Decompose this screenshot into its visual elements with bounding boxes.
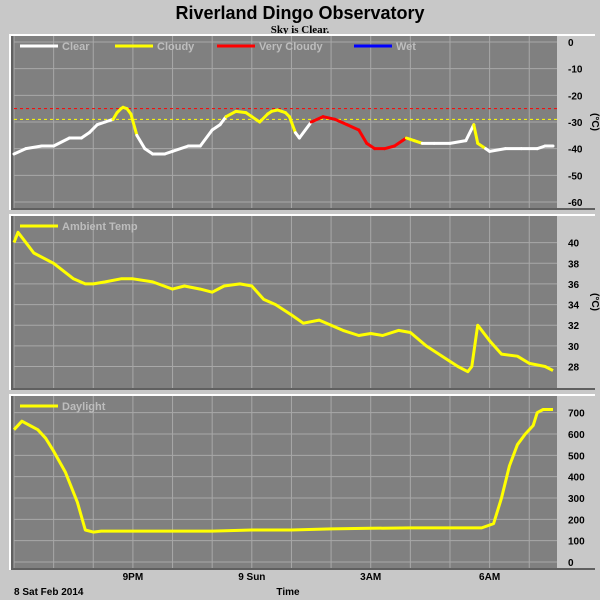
series-segment — [224, 109, 238, 119]
y-axis-label: (°C) — [589, 113, 600, 131]
legend-label: Ambient Temp — [62, 221, 138, 233]
y-tick-label: 38 — [568, 259, 580, 270]
series-segment — [198, 128, 214, 148]
y-tick-label: 34 — [568, 301, 580, 312]
series-segment — [321, 115, 337, 121]
y-tick-label: 400 — [568, 473, 585, 484]
series-line — [12, 230, 554, 374]
series-segment — [52, 136, 71, 148]
series-segment — [448, 139, 468, 145]
legend-label: Clear — [62, 41, 90, 53]
series-segment — [297, 120, 313, 140]
y-axis-area — [557, 396, 595, 568]
y-tick-label: 30 — [568, 342, 580, 353]
page-subtitle: Sky is Clear. — [271, 24, 330, 36]
y-tick-label: 40 — [568, 239, 580, 250]
date-label: 8 Sat Feb 2014 — [14, 587, 84, 598]
chart-panel-3: Daylight 700 600 500 400 300 200 100 0 — [9, 394, 595, 570]
series-segment — [143, 147, 155, 156]
y-tick-label: 0 — [568, 558, 574, 569]
series-segment — [250, 115, 262, 124]
y-tick-label: -50 — [568, 171, 583, 182]
series-segment — [345, 123, 361, 132]
y-tick-label: 200 — [568, 515, 585, 526]
series-segment — [309, 115, 325, 124]
series-segment — [464, 123, 476, 143]
series-segment — [365, 141, 377, 151]
chart-panel-2: Ambient Temp 40 38 36 34 32 30 28 (°C) — [9, 214, 600, 390]
x-tick-label: 9PM — [123, 572, 144, 583]
y-tick-label: 32 — [568, 321, 580, 332]
series-segment — [12, 147, 28, 156]
series-segment — [333, 117, 349, 127]
y-tick-label: -10 — [568, 65, 583, 76]
series-segment — [357, 128, 369, 145]
series-segment — [383, 144, 396, 151]
chart-panels: Clear Cloudy Very Cloudy Wet 0 -10 -20 -30 -40 -5… — [9, 34, 600, 570]
y-tick-label: -30 — [568, 118, 583, 129]
x-axis-title: Time — [276, 587, 300, 598]
y-tick-label: -20 — [568, 91, 583, 102]
series-segment — [210, 123, 222, 132]
series-segment — [135, 133, 147, 151]
x-axis: 9PM 9 Sun 3AM 6AM — [123, 572, 501, 583]
series-segment — [129, 112, 139, 137]
y-tick-label: 28 — [568, 363, 580, 374]
y-tick-label: 700 — [568, 409, 585, 420]
series-segment — [488, 147, 507, 153]
legend-label: Daylight — [62, 401, 106, 413]
x-tick-label: 9 Sun — [238, 572, 265, 583]
y-tick-label: 0 — [568, 38, 574, 49]
series-segment — [476, 141, 488, 151]
y-axis-area — [557, 36, 595, 208]
y-tick-label: 100 — [568, 537, 585, 548]
legend-label: Cloudy — [157, 41, 195, 53]
series-segment — [472, 123, 480, 145]
legend-label: Very Cloudy — [259, 41, 323, 53]
series-segment — [87, 123, 99, 135]
legend-label: Wet — [396, 41, 416, 53]
y-tick-label: -40 — [568, 145, 583, 156]
y-axis-label: (°C) — [589, 293, 600, 311]
series-segment — [287, 115, 297, 135]
series-segment — [392, 139, 404, 148]
y-tick-label: 600 — [568, 430, 585, 441]
series-line — [12, 408, 553, 534]
series-segment — [218, 115, 228, 127]
plot-area — [14, 216, 557, 388]
series-segment — [24, 144, 44, 151]
series-segment — [171, 144, 190, 153]
y-tick-label: -60 — [568, 198, 583, 209]
chart-panel-1: Clear Cloudy Very Cloudy Wet 0 -10 -20 -30 -40 -5… — [9, 34, 600, 210]
page-title: Riverland Dingo Observatory — [175, 3, 424, 23]
y-tick-label: 500 — [568, 451, 585, 462]
series-segment — [79, 131, 91, 140]
series-segment — [258, 112, 270, 124]
plot-area — [14, 396, 557, 568]
series-segment — [234, 109, 248, 115]
y-axis-area — [557, 216, 595, 388]
y-tick-label: 36 — [568, 280, 580, 291]
y-tick-label: 300 — [568, 494, 585, 505]
x-tick-label: 6AM — [479, 572, 500, 583]
x-tick-label: 3AM — [360, 572, 381, 583]
